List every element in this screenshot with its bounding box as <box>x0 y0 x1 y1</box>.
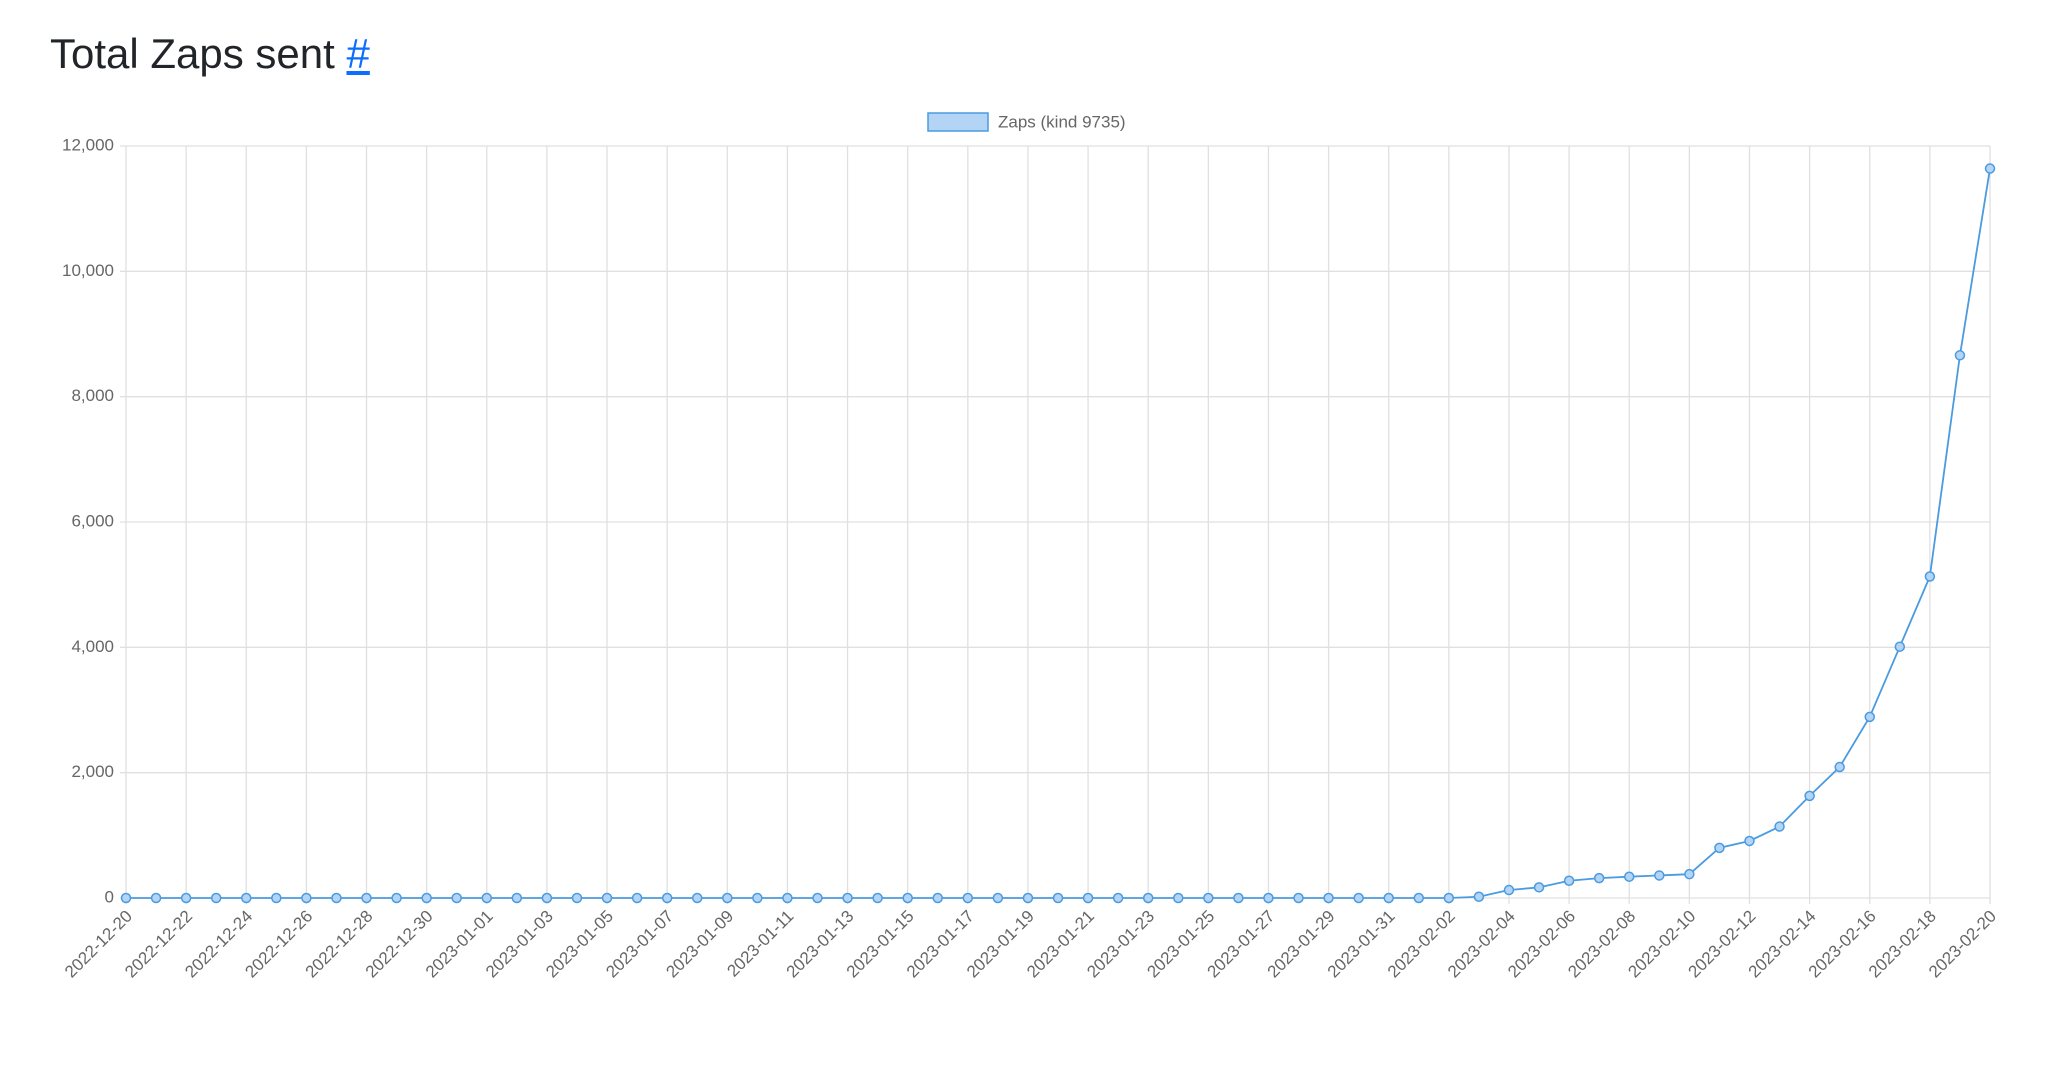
data-point <box>1714 842 1725 854</box>
data-point <box>1774 821 1785 832</box>
data-point <box>1263 892 1274 904</box>
data-point <box>1864 711 1875 723</box>
series-line <box>126 168 1991 899</box>
data-point <box>1804 790 1815 802</box>
data-point <box>1984 163 1996 174</box>
data-point <box>1924 571 1936 582</box>
data-point <box>812 892 823 904</box>
data-point <box>1684 868 1695 880</box>
data-point <box>1744 835 1755 847</box>
data-point <box>451 892 462 904</box>
y-tick-label: 0 <box>105 887 114 906</box>
data-point <box>722 892 733 904</box>
data-point <box>1052 892 1064 904</box>
data-point <box>1563 875 1575 887</box>
data-point <box>631 892 643 904</box>
data-point <box>1383 892 1394 904</box>
data-point <box>301 892 312 904</box>
y-tick-label: 10,000 <box>62 261 114 280</box>
data-point <box>1353 892 1364 904</box>
data-point <box>1022 892 1034 904</box>
data-point <box>691 892 703 904</box>
data-point <box>1173 892 1184 904</box>
data-point <box>1533 882 1545 893</box>
data-point <box>1233 892 1244 904</box>
data-point <box>180 892 192 904</box>
data-point <box>1473 891 1485 902</box>
data-point <box>1654 870 1665 881</box>
data-point <box>992 892 1004 904</box>
data-point <box>902 892 913 904</box>
data-point <box>1413 892 1425 904</box>
data-point <box>241 892 252 904</box>
data-point <box>1082 892 1094 904</box>
data-point <box>1593 872 1605 884</box>
data-point <box>1623 871 1635 882</box>
data-point <box>1293 892 1304 904</box>
data-point <box>932 892 943 904</box>
data-point <box>391 892 402 904</box>
data-point <box>331 892 342 904</box>
y-tick-label: 8,000 <box>71 386 114 405</box>
data-point <box>1203 892 1214 904</box>
data-point <box>782 892 793 904</box>
data-point <box>1323 892 1334 904</box>
y-tick-label: 6,000 <box>71 511 114 530</box>
y-tick-label: 2,000 <box>71 762 114 781</box>
data-point <box>361 892 372 904</box>
data-point <box>661 892 673 904</box>
data-point <box>481 892 493 904</box>
anchor-link[interactable]: # <box>346 30 370 77</box>
data-point <box>872 892 883 904</box>
data-point <box>1142 892 1154 904</box>
legend-label: Zaps (kind 9735) <box>998 112 1126 131</box>
y-tick-label: 12,000 <box>62 135 114 154</box>
data-point <box>150 892 162 904</box>
data-point <box>541 892 553 904</box>
data-point <box>601 892 613 904</box>
title-text: Total Zaps sent <box>50 30 335 77</box>
data-point <box>1443 892 1455 904</box>
data-point <box>1834 761 1845 773</box>
data-point <box>421 892 432 904</box>
data-point <box>571 892 583 904</box>
data-point <box>842 892 853 904</box>
data-point <box>210 892 222 904</box>
data-point <box>752 892 763 904</box>
y-tick-label: 4,000 <box>71 637 114 656</box>
data-point <box>1503 884 1515 896</box>
data-point <box>1112 892 1124 904</box>
data-point <box>271 892 282 904</box>
data-point <box>962 892 974 904</box>
page-title: Total Zaps sent # <box>50 30 370 78</box>
data-point <box>511 892 523 904</box>
data-point <box>1954 350 1966 361</box>
legend-swatch <box>927 112 989 132</box>
data-point <box>120 892 132 904</box>
data-point <box>1894 641 1906 652</box>
